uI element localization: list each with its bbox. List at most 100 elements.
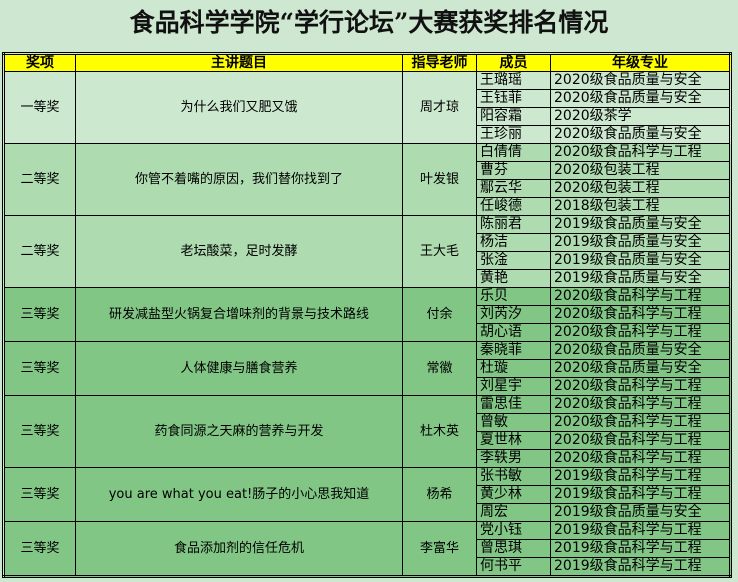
award-cell: 三等奖	[3, 467, 76, 522]
major-cell: 2020级食品质量与安全	[550, 341, 731, 360]
award-cell: 二等奖	[3, 143, 76, 216]
member-cell: 曹芬	[476, 161, 551, 180]
major-cell: 2020级包装工程	[550, 179, 731, 198]
major-cell: 2020级食品科学与工程	[550, 395, 731, 414]
member-cell: 乐贝	[476, 287, 551, 306]
award-cell: 三等奖	[3, 395, 76, 468]
member-cell: 刘星宇	[476, 377, 551, 396]
award-cell: 三等奖	[3, 521, 76, 577]
major-cell: 2020级食品质量与安全	[550, 359, 731, 378]
header-award: 奖项	[3, 53, 76, 72]
award-cell: 三等奖	[3, 287, 76, 342]
advisor-cell: 李富华	[402, 521, 477, 577]
table-row: 三等奖 食品添加剂的信任危机 李富华 党小钰 2019级食品科学与工程	[3, 521, 731, 577]
major-cell: 2020级食品科学与工程	[550, 431, 731, 450]
major-cell: 2019级食品科学与工程	[550, 485, 731, 504]
major-cell: 2020级食品科学与工程	[550, 413, 731, 432]
major-cell: 2019级食品科学与工程	[550, 467, 731, 486]
table-row: 李轶男 2020级食品科学与工程	[4, 449, 731, 468]
table-row: 夏世林 2020级食品科学与工程	[4, 431, 731, 450]
member-cell: 黄少林	[476, 485, 551, 504]
member-cell: 张书敏	[476, 467, 551, 486]
topic-cell: 食品添加剂的信任危机	[75, 521, 403, 577]
member-cell: 任峻德	[476, 197, 551, 216]
table-row: 杜璇 2020级食品质量与安全	[4, 359, 731, 378]
member-cell: 曾思琪	[476, 539, 551, 558]
topic-cell: 为什么我们又肥又饿	[75, 71, 403, 144]
table-row: 黄少林 2019级食品科学与工程	[4, 485, 731, 504]
table-row: 张淦 2019级食品质量与安全	[4, 251, 731, 270]
major-cell: 2020级食品科学与工程	[550, 377, 731, 396]
table-row: 三等奖 药食同源之天麻的营养与开发 杜木英 雷思佳 2020级食品科学与工程	[3, 395, 731, 468]
advisor-cell: 王大毛	[402, 215, 477, 288]
member-cell: 党小钰	[476, 521, 551, 540]
member-cell: 杜璇	[476, 359, 551, 378]
topic-cell: 药食同源之天麻的营养与开发	[75, 395, 403, 468]
major-cell: 2019级食品科学与工程	[550, 557, 731, 577]
table-row: 胡心语 2020级食品科学与工程	[4, 323, 731, 342]
major-cell: 2019级食品质量与安全	[550, 233, 731, 252]
topic-cell: 老坛酸菜，足时发酵	[75, 215, 403, 288]
major-cell: 2020级食品科学与工程	[550, 305, 731, 324]
table-row: 曾敏 2020级食品科学与工程	[4, 413, 731, 432]
member-cell: 黄艳	[476, 269, 551, 288]
major-cell: 2019级食品质量与安全	[550, 503, 731, 522]
header-major: 年级专业	[550, 53, 731, 72]
table-row: 阳容霜 2020级茶学	[4, 107, 731, 126]
member-cell: 陈丽君	[476, 215, 551, 234]
member-cell: 雷思佳	[476, 395, 551, 414]
member-cell: 刘芮汐	[476, 305, 551, 324]
award-cell: 一等奖	[3, 71, 76, 144]
member-cell: 李轶男	[476, 449, 551, 468]
member-cell: 秦晓菲	[476, 341, 551, 360]
member-cell: 阳容霜	[476, 107, 551, 126]
major-cell: 2020级食品质量与安全	[550, 125, 731, 144]
member-cell: 鄢云华	[476, 179, 551, 198]
table-row: 刘星宇 2020级食品科学与工程	[4, 377, 731, 396]
header-topic: 主讲题目	[75, 53, 403, 72]
table-row: 一等奖 为什么我们又肥又饿 周才琼 王璐瑶 2020级食品质量与安全	[3, 71, 731, 144]
table-row: 杨洁 2019级食品质量与安全	[4, 233, 731, 252]
major-cell: 2020级食品科学与工程	[550, 449, 731, 468]
topic-cell: 你管不着嘴的原因，我们替你找到了	[75, 143, 403, 216]
major-cell: 2020级茶学	[550, 107, 731, 126]
major-cell: 2020级食品科学与工程	[550, 287, 731, 306]
table-row: 何书平 2019级食品科学与工程	[4, 557, 731, 577]
header-advisor: 指导老师	[402, 53, 477, 72]
member-cell: 王珍丽	[476, 125, 551, 144]
advisor-cell: 杜木英	[402, 395, 477, 468]
member-cell: 王璐瑶	[476, 71, 551, 90]
table-row: 王珍丽 2020级食品质量与安全	[4, 125, 731, 144]
member-cell: 王钰菲	[476, 89, 551, 108]
major-cell: 2019级食品科学与工程	[550, 521, 731, 540]
major-cell: 2020级包装工程	[550, 161, 731, 180]
member-cell: 何书平	[476, 557, 551, 577]
member-cell: 胡心语	[476, 323, 551, 342]
table-row: 三等奖 研发减盐型火锅复合增味剂的背景与技术路线 付余 乐贝 2020级食品科学与工程	[3, 287, 731, 342]
table-row: 刘芮汐 2020级食品科学与工程	[4, 305, 731, 324]
major-cell: 2018级包装工程	[550, 197, 731, 216]
table-row: 二等奖 你管不着嘴的原因，我们替你找到了 叶发银 白倩倩 2020级食品科学与工程	[3, 143, 731, 216]
member-cell: 张淦	[476, 251, 551, 270]
table-row: 三等奖 人体健康与膳食营养 常徽 秦晓菲 2020级食品质量与安全	[3, 341, 731, 396]
major-cell: 2020级食品科学与工程	[550, 323, 731, 342]
member-cell: 周宏	[476, 503, 551, 522]
advisor-cell: 杨希	[402, 467, 477, 522]
advisor-cell: 付余	[402, 287, 477, 342]
major-cell: 2020级食品质量与安全	[550, 71, 731, 90]
award-cell: 二等奖	[3, 215, 76, 288]
table-row: 黄艳 2019级食品质量与安全	[4, 269, 731, 288]
table-row: 鄢云华 2020级包装工程	[4, 179, 731, 198]
major-cell: 2019级食品质量与安全	[550, 215, 731, 234]
topic-cell: 研发减盐型火锅复合增味剂的背景与技术路线	[75, 287, 403, 342]
table-row: 曾思琪 2019级食品科学与工程	[4, 539, 731, 558]
member-cell: 白倩倩	[476, 143, 551, 162]
member-cell: 杨洁	[476, 233, 551, 252]
member-cell: 曾敏	[476, 413, 551, 432]
topic-cell: 人体健康与膳食营养	[75, 341, 403, 396]
advisor-cell: 周才琼	[402, 71, 477, 144]
major-cell: 2020级食品质量与安全	[550, 89, 731, 108]
awards-table: 奖项 主讲题目 指导老师 成员 年级专业 一等奖 为什么我们又肥又饿 周才琼 王璐瑶 2…	[2, 52, 732, 578]
member-cell: 夏世林	[476, 431, 551, 450]
table-row: 任峻德 2018级包装工程	[4, 197, 731, 216]
